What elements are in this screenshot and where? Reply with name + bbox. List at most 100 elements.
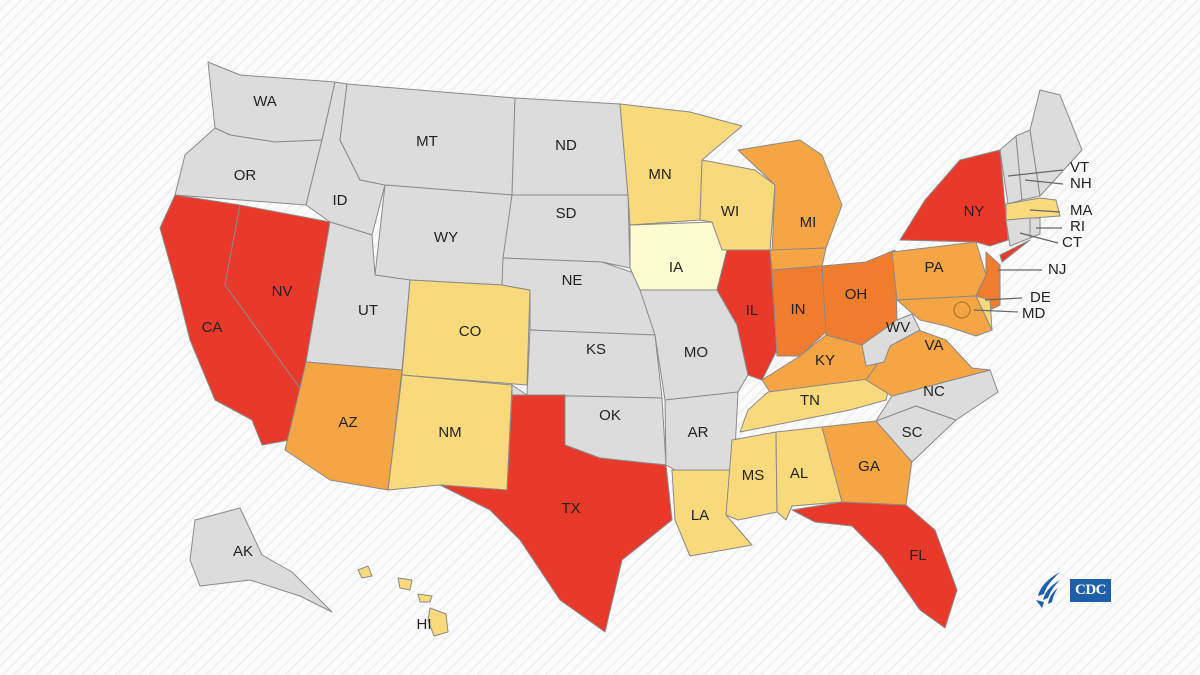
state-label-ky: KY bbox=[815, 352, 835, 369]
state-shape[interactable] bbox=[427, 607, 449, 637]
state-label-co: CO bbox=[459, 323, 482, 340]
state-de[interactable] bbox=[975, 295, 993, 331]
state-label-or: OR bbox=[234, 167, 257, 184]
state-shape[interactable] bbox=[439, 394, 673, 633]
state-label-id: ID bbox=[333, 192, 348, 209]
state-ak[interactable] bbox=[189, 507, 333, 613]
state-shape[interactable] bbox=[417, 593, 433, 603]
state-label-ok: OK bbox=[599, 407, 621, 424]
state-fl[interactable] bbox=[791, 501, 958, 629]
state-shape[interactable] bbox=[821, 420, 913, 506]
state-me[interactable] bbox=[1029, 89, 1083, 197]
state-label-ga: GA bbox=[858, 458, 880, 475]
state-label-ct: CT bbox=[1062, 234, 1082, 251]
state-shape[interactable] bbox=[861, 313, 921, 367]
state-label-fl: FL bbox=[909, 547, 927, 564]
state-label-ms: MS bbox=[742, 467, 765, 484]
state-label-ar: AR bbox=[688, 424, 709, 441]
state-shape[interactable] bbox=[502, 194, 631, 269]
state-label-sd: SD bbox=[556, 205, 577, 222]
cdc-logo: CDC bbox=[1034, 570, 1111, 610]
state-shape[interactable] bbox=[189, 507, 333, 613]
state-shape[interactable] bbox=[1029, 89, 1083, 197]
state-mi[interactable] bbox=[737, 139, 843, 271]
state-label-sc: SC bbox=[902, 424, 923, 441]
state-label-la: LA bbox=[691, 507, 709, 524]
state-shape[interactable] bbox=[629, 221, 728, 291]
leader-line bbox=[1007, 169, 1064, 177]
state-label-wa: WA bbox=[253, 93, 277, 110]
state-ny[interactable] bbox=[899, 149, 1031, 263]
state-label-in: IN bbox=[791, 301, 806, 318]
state-ri[interactable] bbox=[1029, 217, 1041, 239]
state-label-nh: NH bbox=[1070, 175, 1092, 192]
state-label-wy: WY bbox=[434, 229, 458, 246]
state-sd[interactable] bbox=[502, 194, 631, 269]
state-ma[interactable] bbox=[1005, 197, 1061, 221]
state-shape[interactable] bbox=[1005, 197, 1061, 221]
cdc-logo-text: CDC bbox=[1070, 578, 1111, 602]
state-label-mo: MO bbox=[684, 344, 708, 361]
state-shape[interactable] bbox=[975, 295, 993, 331]
state-shape[interactable] bbox=[401, 279, 531, 386]
state-shape[interactable] bbox=[999, 239, 1031, 263]
state-az[interactable] bbox=[284, 361, 403, 491]
state-ms[interactable] bbox=[725, 431, 778, 521]
state-shape[interactable] bbox=[397, 577, 413, 591]
state-label-ca: CA bbox=[202, 319, 223, 336]
state-shape[interactable] bbox=[791, 501, 958, 629]
state-label-md: MD bbox=[1022, 305, 1045, 322]
state-ia[interactable] bbox=[629, 221, 728, 291]
leader-line bbox=[1029, 209, 1061, 213]
state-label-hi: HI bbox=[417, 616, 432, 633]
state-label-nv: NV bbox=[272, 283, 293, 300]
dc-marker bbox=[953, 301, 971, 319]
state-label-nc: NC bbox=[923, 383, 945, 400]
state-label-il: IL bbox=[746, 302, 759, 319]
state-label-ne: NE bbox=[562, 272, 583, 289]
state-label-ny: NY bbox=[964, 203, 985, 220]
state-wv[interactable] bbox=[861, 313, 921, 367]
state-label-ks: KS bbox=[586, 341, 606, 358]
state-shape[interactable] bbox=[284, 361, 403, 491]
state-label-ut: UT bbox=[358, 302, 378, 319]
state-label-ia: IA bbox=[669, 259, 683, 276]
state-shape[interactable] bbox=[899, 149, 1009, 247]
state-label-ma: MA bbox=[1070, 202, 1093, 219]
state-shape[interactable] bbox=[737, 139, 843, 253]
state-label-tn: TN bbox=[800, 392, 820, 409]
state-label-de: DE bbox=[1030, 289, 1051, 306]
state-label-nj: NJ bbox=[1048, 261, 1066, 278]
state-hi[interactable] bbox=[357, 565, 449, 637]
state-label-mi: MI bbox=[800, 214, 817, 231]
state-shape[interactable] bbox=[771, 265, 827, 357]
leader-line bbox=[984, 297, 1023, 301]
state-label-ak: AK bbox=[233, 543, 253, 560]
leader-line bbox=[1024, 179, 1064, 185]
state-label-mn: MN bbox=[648, 166, 671, 183]
state-label-me: ME bbox=[0, 0, 24, 4]
leader-line bbox=[973, 309, 1019, 313]
leader-line bbox=[1019, 232, 1059, 244]
state-label-az: AZ bbox=[338, 414, 357, 431]
state-label-nm: NM bbox=[438, 424, 461, 441]
state-tn[interactable] bbox=[739, 375, 893, 433]
state-co[interactable] bbox=[401, 279, 531, 386]
state-shape[interactable] bbox=[357, 565, 373, 579]
state-label-va: VA bbox=[925, 337, 944, 354]
state-label-oh: OH bbox=[845, 286, 868, 303]
state-ga[interactable] bbox=[821, 420, 913, 506]
state-label-vt: VT bbox=[1070, 159, 1089, 176]
state-label-nd: ND bbox=[555, 137, 577, 154]
state-label-mt: MT bbox=[416, 133, 438, 150]
state-in[interactable] bbox=[771, 265, 827, 357]
hhs-eagle-icon bbox=[1036, 572, 1060, 608]
state-label-tx: TX bbox=[561, 500, 580, 517]
state-shape[interactable] bbox=[725, 431, 778, 521]
state-label-pa: PA bbox=[925, 259, 944, 276]
state-label-wv: WV bbox=[886, 319, 910, 336]
state-tx[interactable] bbox=[439, 394, 673, 633]
state-shape[interactable] bbox=[1029, 217, 1041, 239]
state-shape[interactable] bbox=[739, 375, 893, 433]
